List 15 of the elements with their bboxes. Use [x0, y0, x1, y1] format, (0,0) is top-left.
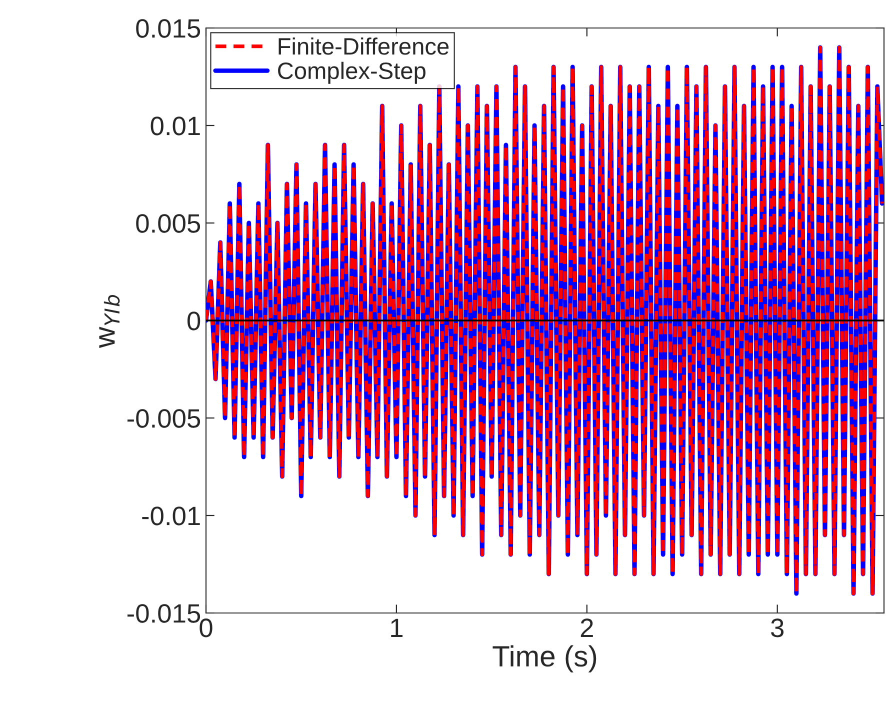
y-tick-label: -0.015	[127, 604, 200, 623]
x-tick-label: 2	[580, 618, 593, 637]
y-tick-label: 0.005	[136, 214, 200, 233]
x-tick-label: 3	[771, 618, 784, 638]
y-tick-label: 0.015	[136, 19, 200, 38]
y-tick-label: 0	[187, 312, 200, 330]
legend-label: Complex-Step	[278, 62, 426, 84]
x-axis-title: Time (s)	[492, 645, 596, 672]
y-tick-label: 0.01	[150, 116, 200, 136]
legend-label: Finite-Difference	[278, 37, 449, 55]
y-tick-label: -0.01	[142, 506, 200, 526]
x-tick-label: 1	[391, 618, 402, 637]
y-axis-title: w$_{YIb}$	[99, 295, 120, 348]
x-tick-label: 0	[200, 618, 212, 638]
y-tick-label: -0.005	[127, 409, 200, 428]
